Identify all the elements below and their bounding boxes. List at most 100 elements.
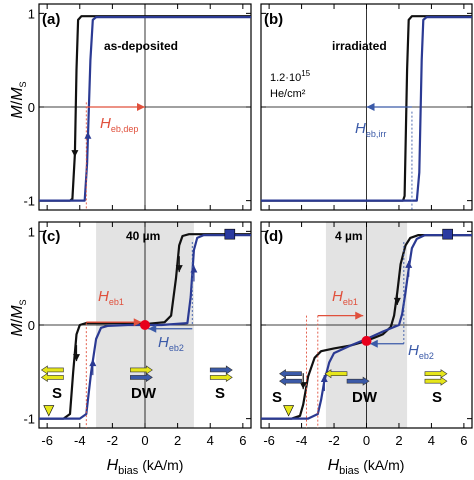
- black-sweep-arrow-2-head: [393, 297, 401, 305]
- state-arrow-mid-blue: [130, 372, 153, 382]
- black-sweep-arrow-1-head: [299, 382, 307, 390]
- y-label-sub: S: [18, 299, 28, 305]
- panel-a: -1 0 1: [23, 3, 252, 211]
- y-axis-label-top: M/MS: [9, 81, 28, 118]
- panel-d-state-right: S: [432, 389, 442, 406]
- x-tick-label: -2: [107, 433, 119, 448]
- y-tick-label: -1: [23, 412, 35, 427]
- state-dot: [140, 320, 150, 330]
- saturation-marker: [442, 228, 453, 240]
- black-sweep-arrow-2-head: [175, 265, 183, 273]
- panel-c-heb1-label: Heb1: [98, 288, 124, 307]
- panel-c-label: (c): [42, 228, 60, 245]
- blue-sweep-arrow-1-head: [89, 359, 97, 367]
- panel-d-thickness: 4 µm: [335, 229, 363, 243]
- y-tick-label: 0: [28, 318, 35, 333]
- y-label-slash: /: [9, 100, 26, 105]
- blue-curve: [261, 16, 472, 202]
- black-sweep-arrow-head: [71, 150, 79, 158]
- x-tick-label: 4: [428, 433, 435, 448]
- panel-c-state-left: S: [52, 385, 62, 402]
- panel-a-title: as-deposited: [104, 39, 178, 53]
- x-tick-label: 6: [460, 433, 467, 448]
- black-curve: [39, 233, 251, 420]
- y-label-m2: M: [9, 305, 26, 319]
- panel-b-dose-unit: He/cm²: [270, 88, 306, 100]
- heb1-arrow-head: [133, 318, 142, 327]
- y-label-sub: S: [18, 81, 28, 87]
- state-arrow-left-blue-2: [279, 376, 302, 386]
- start-marker: [43, 405, 55, 417]
- panel-b-dose: 1.2·1015: [270, 69, 311, 84]
- x-tick-label: -2: [328, 433, 340, 448]
- blue-curve: [39, 16, 251, 202]
- blue-sweep-arrow-1-head: [320, 375, 328, 383]
- x-tick-label: 6: [239, 433, 246, 448]
- svg-text:M/MS: M/MS: [9, 81, 28, 118]
- svg-text:M/MS: M/MS: [9, 299, 28, 336]
- state-arrow-right-yellow-2: [424, 376, 448, 386]
- x-tick-label: 2: [395, 433, 402, 448]
- y-tick-label: 0: [28, 100, 35, 115]
- heb-irr-arrow-head: [366, 103, 375, 111]
- blue-sweep-arrow-head: [84, 131, 92, 139]
- x-tick-label: 0: [363, 433, 370, 448]
- panel-d-state-left: S: [272, 389, 282, 406]
- y-label-m: M: [9, 105, 26, 119]
- state-arrow-left-yellow-1: [40, 365, 64, 375]
- panel-d-label: (d): [264, 228, 283, 245]
- state-dot: [361, 335, 372, 346]
- state-arrow-left-yellow-2: [40, 372, 64, 382]
- x-tick-label: 2: [174, 433, 181, 448]
- y-tick-label: 1: [28, 224, 35, 239]
- y-label-slash: /: [9, 318, 26, 323]
- panel-a-heb-label: Heb,dep: [100, 115, 138, 134]
- panel-c-heb2-label: Heb2: [158, 334, 184, 353]
- state-arrow-right-yellow: [209, 372, 233, 382]
- x-tick-label: -6: [263, 433, 275, 448]
- heb1-arrow-head: [355, 311, 364, 320]
- panel-d-heb1-label: Heb1: [332, 288, 358, 307]
- heb-dep-arrow-head: [137, 103, 145, 111]
- panel-d-state-middle: DW: [352, 389, 378, 406]
- x-tick-label: 4: [207, 433, 214, 448]
- panel-c-thickness: 40 µm: [126, 229, 160, 243]
- blue-sweep-arrow-2-head: [405, 260, 413, 268]
- panel-c-state-middle: DW: [131, 385, 157, 402]
- x-tick-label: -4: [296, 433, 308, 448]
- heb2-arrow-head: [369, 339, 378, 348]
- panel-b: [260, 3, 473, 211]
- state-arrow-right-blue: [209, 365, 233, 375]
- panel-c: -6 -4 -2 0 2 4 6 -1 0 1: [23, 221, 252, 448]
- blue-sweep-arrow-2-head: [190, 265, 198, 273]
- y-axis-label-bottom: M/MS: [9, 299, 28, 336]
- panel-d-heb2-label: Heb2: [408, 342, 434, 361]
- state-arrow-mid-yellow: [130, 365, 153, 375]
- blue-curve: [261, 234, 472, 420]
- panel-b-title: irradiated: [332, 39, 387, 53]
- y-tick-label: 1: [28, 6, 35, 21]
- y-label-m: M: [9, 323, 26, 337]
- panel-b-label: (b): [264, 11, 283, 28]
- panel-a-label: (a): [42, 11, 60, 28]
- panel-c-state-right: S: [215, 385, 225, 402]
- blue-curve: [39, 234, 251, 420]
- y-tick-label: -1: [23, 194, 35, 209]
- panel-b-heb-label: Heb,irr: [355, 120, 386, 139]
- state-arrow-mid-blue: [346, 376, 370, 386]
- panel-d: -6 -4 -2 0 2 4 6: [260, 221, 473, 448]
- x-axis-label-right: Hbias (kA/m): [328, 457, 405, 477]
- state-arrow-left-blue-1: [279, 369, 302, 379]
- x-axis-label-left: Hbias (kA/m): [107, 457, 184, 477]
- state-arrow-right-yellow-1: [424, 369, 448, 379]
- saturation-marker: [224, 228, 236, 240]
- black-sweep-arrow-1-head: [73, 354, 81, 362]
- x-tick-label: -4: [74, 433, 86, 448]
- heb2-arrow-head: [148, 324, 157, 333]
- x-tick-label: -6: [41, 433, 53, 448]
- x-tick-label: 0: [141, 433, 148, 448]
- start-marker: [283, 405, 295, 417]
- state-arrow-mid-yellow: [324, 369, 348, 379]
- y-label-m2: M: [9, 87, 26, 101]
